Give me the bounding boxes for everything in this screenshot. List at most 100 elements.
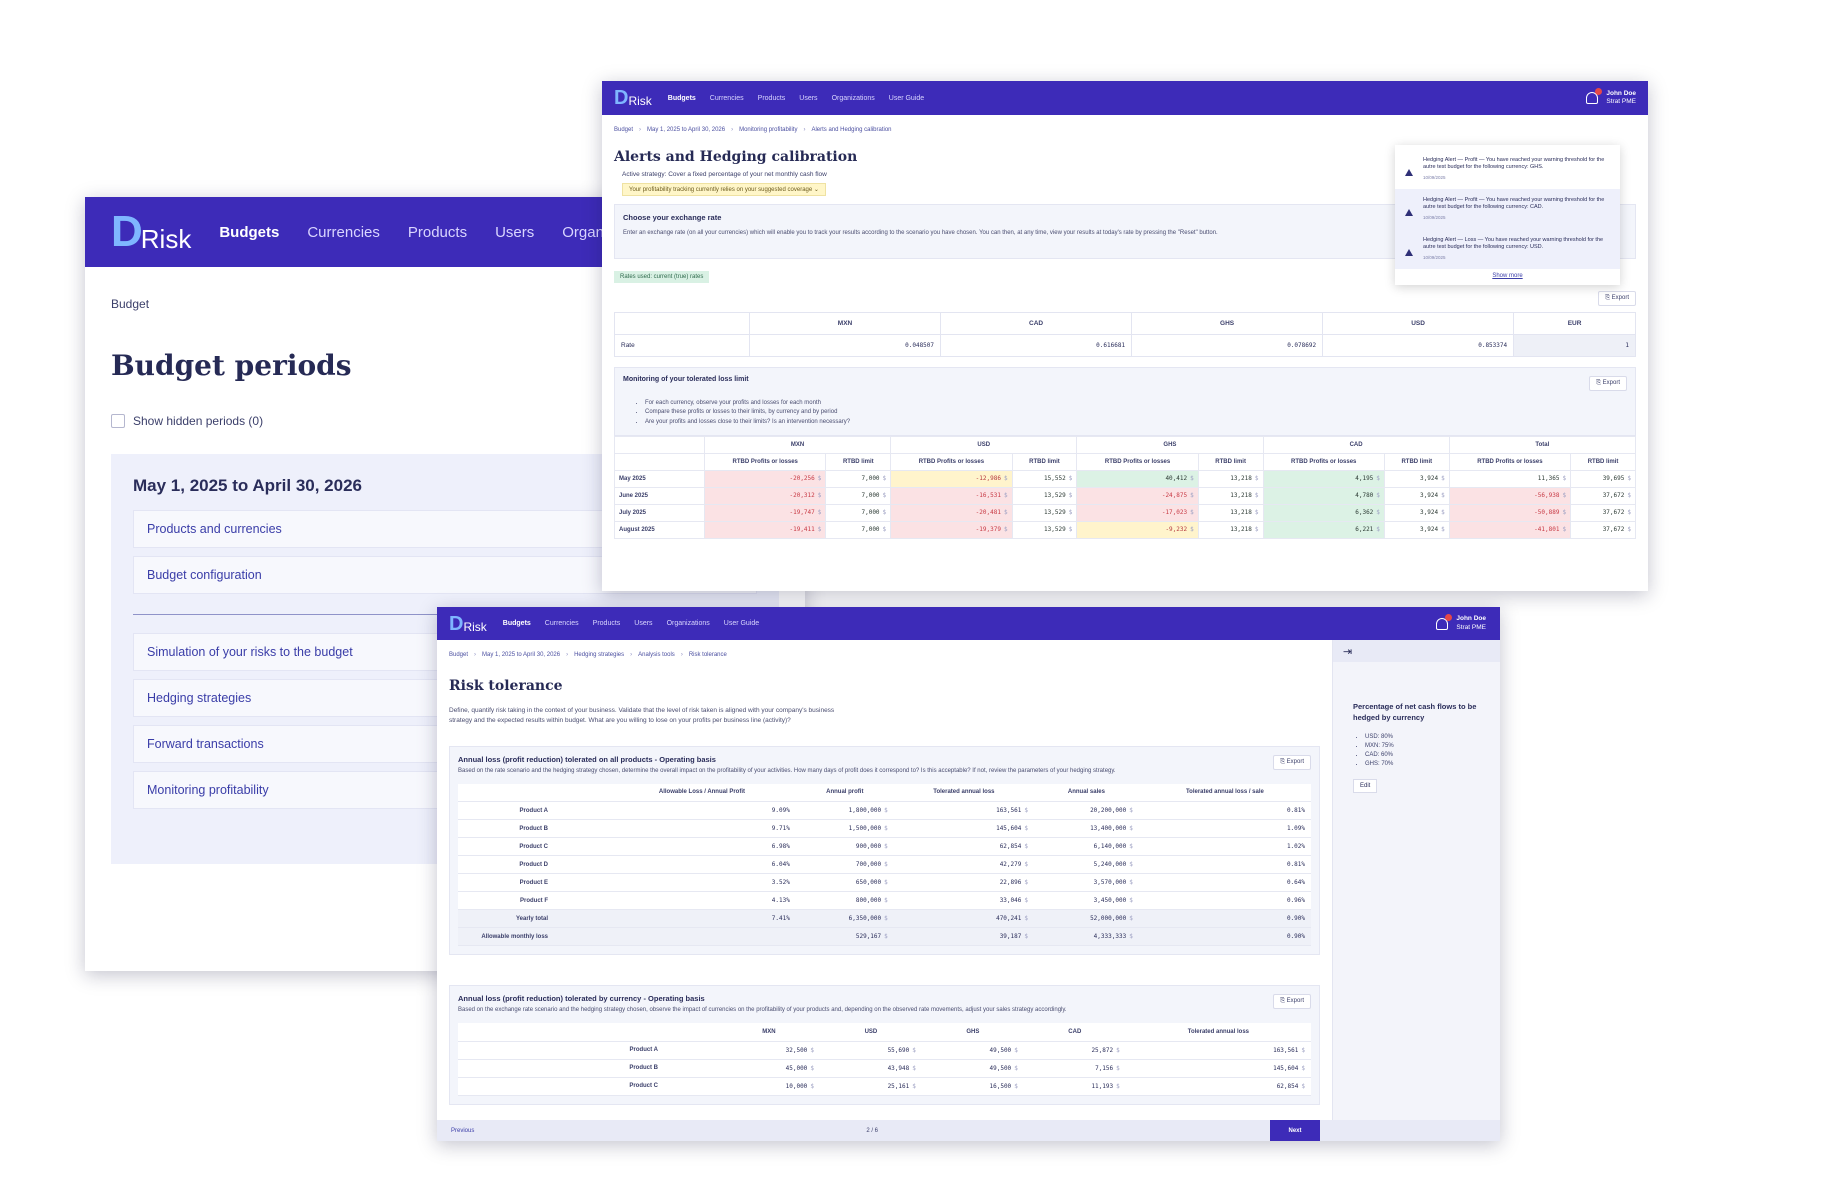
notification-item[interactable]: Hedging Alert — Loss — You have reached … xyxy=(1395,228,1620,269)
crumb-budget[interactable]: Budget xyxy=(449,652,469,658)
box-desc: Based on the rate scenario and the hedgi… xyxy=(458,767,1116,774)
nav-products[interactable]: Products xyxy=(407,223,468,241)
nav-budgets[interactable]: Budgets xyxy=(502,620,531,627)
rate-box-title: Choose your exchange rate xyxy=(623,213,722,222)
monitoring-table: MXN USD GHS CAD Total RTBD Profits or losses… xyxy=(614,435,1637,539)
column-header: RTBD limit xyxy=(1011,452,1078,471)
table-cell: 4,333,333 $ xyxy=(1034,927,1139,946)
rate-value: 1 xyxy=(1513,334,1636,357)
edit-button[interactable]: Edit xyxy=(1353,779,1378,793)
nav-users[interactable]: Users xyxy=(634,620,653,627)
nav-organizations[interactable]: Organizations xyxy=(831,94,875,102)
nav-products[interactable]: Products xyxy=(592,620,621,627)
row-label: Product D xyxy=(458,855,608,874)
nav-currencies[interactable]: Currencies xyxy=(709,94,744,102)
table-cell: 0.96% xyxy=(1138,891,1311,910)
bell-icon[interactable] xyxy=(1436,613,1453,630)
table-cell: 32,500 $ xyxy=(718,1041,820,1060)
table-cell: 0.81% xyxy=(1138,855,1311,874)
top-nav: D Risk Budgets Currencies Products Users … xyxy=(602,81,1648,115)
crumb-current: Alerts and Hedging calibration xyxy=(811,127,892,133)
risk-tolerance-window: D Risk Budgets Currencies Products Users … xyxy=(437,607,1500,1141)
nav-currencies[interactable]: Currencies xyxy=(307,223,380,241)
crumb-current: Risk tolerance xyxy=(688,652,727,658)
rate-input[interactable]: 0.616681 xyxy=(940,334,1133,357)
user-menu[interactable]: John Doe Strat PME xyxy=(1586,88,1636,107)
table-cell: 13,529 $ xyxy=(1011,520,1078,539)
nav-user-guide[interactable]: User Guide xyxy=(723,620,760,627)
rate-input[interactable]: 0.853374 xyxy=(1322,334,1515,357)
intro-text: Define, quantify risk taking in the cont… xyxy=(449,707,835,724)
table-cell: 3.52% xyxy=(608,873,796,892)
main-content: Budget › May 1, 2025 to April 30, 2026 › H… xyxy=(437,640,1332,1120)
crumb-monitoring[interactable]: Monitoring profitability xyxy=(739,127,798,133)
table-cell: 3,924 $ xyxy=(1383,520,1450,539)
table-cell: -20,256 $ xyxy=(703,469,827,488)
row-label: Product C xyxy=(458,837,608,856)
notification-item[interactable]: Hedging Alert — Profit — You have reache… xyxy=(1395,149,1620,189)
table-cell: 7,156 $ xyxy=(1023,1059,1126,1078)
table-row: August 2025 -19,411 $7,000 $ -19,379 $13,529 $… xyxy=(614,520,1636,539)
crumb-period[interactable]: May 1, 2025 to April 30, 2026 xyxy=(647,127,726,133)
crumb-hedging[interactable]: Hedging strategies xyxy=(574,652,625,658)
user-org: Strat PME xyxy=(1606,98,1636,105)
table-cell: 13,218 $ xyxy=(1197,469,1264,488)
drisk-logo[interactable]: D Risk xyxy=(614,87,652,109)
row-label: Product F xyxy=(458,891,608,910)
table-cell: 1,800,000 $ xyxy=(795,801,894,820)
nav-products[interactable]: Products xyxy=(757,94,786,102)
nav-users[interactable]: Users xyxy=(495,223,535,241)
table-cell: -41,801 $ xyxy=(1448,520,1572,539)
column-header: RTBD Profits or losses xyxy=(1448,452,1572,471)
nav-budgets[interactable]: Budgets xyxy=(219,223,280,241)
table-cell: -56,938 $ xyxy=(1448,486,1572,505)
nav-organizations[interactable]: Organizations xyxy=(666,620,710,627)
nav-currencies[interactable]: Currencies xyxy=(544,620,579,627)
table-cell: 163,561 $ xyxy=(1125,1041,1311,1060)
column-header: RTBD Profits or losses xyxy=(703,452,827,471)
crumb-analysis[interactable]: Analysis tools xyxy=(638,652,675,658)
breadcrumb[interactable]: Budget xyxy=(111,297,150,311)
table-cell: -20,312 $ xyxy=(703,486,827,505)
rate-input[interactable]: 0.078692 xyxy=(1131,334,1324,357)
table-cell: 6,221 $ xyxy=(1262,520,1385,539)
bell-icon[interactable] xyxy=(1586,88,1603,104)
column-header: MXN xyxy=(718,1023,820,1042)
column-header: RTBD limit xyxy=(825,452,892,471)
export-button[interactable]: ⎘ Export xyxy=(1589,376,1627,391)
next-button[interactable]: Next xyxy=(1270,1120,1320,1141)
rate-box-desc: Enter an exchange rate (on all your curr… xyxy=(623,230,1218,236)
table-cell: 7,000 $ xyxy=(825,486,892,505)
table-cell: -19,747 $ xyxy=(703,503,827,522)
table-cell: 13,218 $ xyxy=(1197,520,1264,539)
nav-budgets[interactable]: Budgets xyxy=(667,94,696,102)
table-cell: 4.13% xyxy=(608,891,796,910)
export-button[interactable]: ⎘ Export xyxy=(1273,994,1311,1009)
drisk-logo[interactable]: D Risk xyxy=(449,612,487,635)
table-cell: 3,450,000 $ xyxy=(1034,891,1139,910)
user-menu[interactable]: John Doe Strat PME xyxy=(1436,613,1486,632)
nav-users[interactable]: Users xyxy=(799,94,818,102)
table-cell: 37,672 $ xyxy=(1570,503,1636,522)
checkbox[interactable] xyxy=(111,414,125,428)
crumb-period[interactable]: May 1, 2025 to April 30, 2026 xyxy=(482,652,561,658)
export-button[interactable]: ⎘ Export xyxy=(1273,754,1311,770)
row-label: July 2025 xyxy=(614,503,705,522)
export-button[interactable]: ⎘ Export xyxy=(1598,291,1636,306)
side-title: Percentage of net cash flows to be hedge… xyxy=(1353,702,1477,722)
table-cell: 0.90% xyxy=(1138,909,1311,928)
show-more-link[interactable]: Show more xyxy=(1492,272,1523,279)
previous-button[interactable]: Previous xyxy=(451,1127,475,1134)
table-row: Yearly total 7.41% 6,350,000 $470,241 $52,00… xyxy=(458,909,1311,928)
notification-item[interactable]: Hedging Alert — Profit — You have reache… xyxy=(1395,188,1620,229)
crumb-budget[interactable]: Budget xyxy=(614,127,634,133)
rate-input[interactable]: 0.048507 xyxy=(748,334,942,357)
loss-limit-box: Monitoring of your tolerated loss limit ⎘… xyxy=(614,367,1636,436)
collapse-panel-icon[interactable]: ⇥ xyxy=(1333,640,1500,662)
table-row: Allowable monthly loss 529,167 $39,187 $4,3… xyxy=(458,927,1311,946)
nav-user-guide[interactable]: User Guide xyxy=(888,94,925,102)
tracking-dropdown[interactable]: Your profitability tracking currently re… xyxy=(622,183,826,196)
row-label: Product A xyxy=(458,801,608,820)
show-hidden-toggle[interactable]: Show hidden periods (0) xyxy=(111,414,779,428)
drisk-logo[interactable]: D Risk xyxy=(111,207,192,256)
